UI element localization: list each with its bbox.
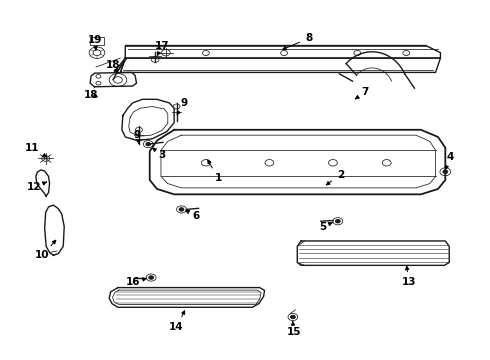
Text: 18: 18 — [84, 90, 98, 100]
Text: 18: 18 — [106, 60, 121, 73]
Circle shape — [179, 208, 184, 211]
Circle shape — [291, 315, 295, 319]
Circle shape — [443, 170, 448, 174]
Text: 17: 17 — [155, 41, 169, 56]
Text: 9: 9 — [134, 130, 141, 143]
Text: 9: 9 — [177, 98, 188, 114]
Text: 2: 2 — [326, 170, 344, 185]
Text: 7: 7 — [356, 87, 368, 99]
Text: 12: 12 — [26, 182, 47, 192]
Text: 1: 1 — [208, 160, 222, 183]
Text: 5: 5 — [319, 222, 332, 231]
Text: 13: 13 — [401, 266, 416, 287]
Text: 6: 6 — [186, 211, 200, 221]
Circle shape — [146, 142, 151, 146]
Text: 3: 3 — [153, 148, 166, 160]
Text: 11: 11 — [25, 143, 46, 157]
Text: 4: 4 — [445, 152, 454, 169]
Circle shape — [335, 220, 340, 223]
Text: 14: 14 — [169, 311, 185, 332]
Text: 8: 8 — [283, 33, 312, 50]
Text: 19: 19 — [88, 35, 102, 51]
Text: 16: 16 — [125, 277, 146, 287]
Text: 15: 15 — [287, 321, 301, 337]
Circle shape — [149, 276, 154, 279]
Text: 10: 10 — [35, 240, 56, 260]
